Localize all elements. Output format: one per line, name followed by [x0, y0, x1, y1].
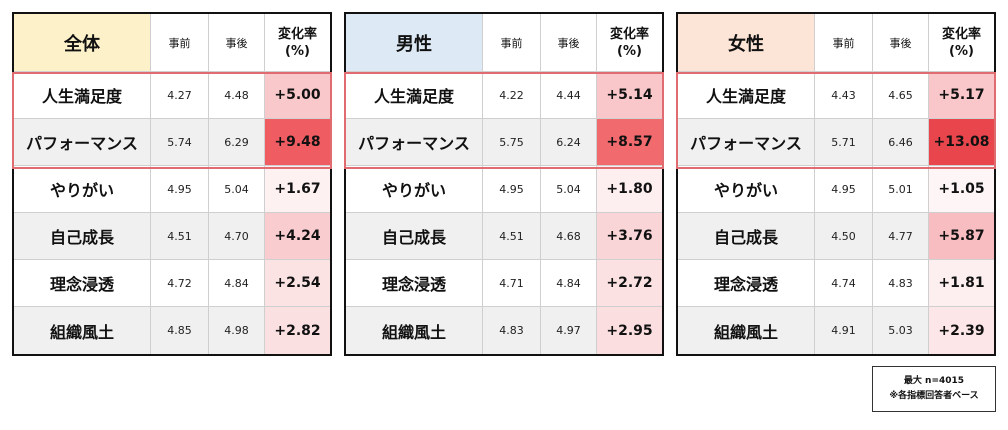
post-value: 4.77	[873, 213, 929, 260]
pre-value: 4.95	[483, 166, 541, 213]
post-value: 4.97	[541, 307, 597, 354]
pre-value: 4.50	[815, 213, 873, 260]
row-label: 人生満足度	[346, 72, 483, 119]
post-value: 4.44	[541, 72, 597, 119]
post-value: 5.04	[209, 166, 265, 213]
sample-size-label: 最大 n=4015	[903, 376, 965, 386]
rate-header-text: (%)	[949, 43, 974, 59]
rate-value: +9.48	[265, 119, 330, 166]
row-label: パフォーマンス	[346, 119, 483, 166]
post-value: 5.04	[541, 166, 597, 213]
post-header: 事後	[209, 14, 265, 72]
post-value: 4.68	[541, 213, 597, 260]
row-label: 理念浸透	[678, 260, 815, 307]
pre-value: 4.71	[483, 260, 541, 307]
pre-value: 5.75	[483, 119, 541, 166]
rate-value: +5.14	[597, 72, 662, 119]
pre-value: 5.74	[151, 119, 209, 166]
rate-value: +5.17	[929, 72, 994, 119]
pre-value: 4.91	[815, 307, 873, 354]
rate-header-text: 変化率	[941, 26, 981, 42]
rate-value: +2.39	[929, 307, 994, 354]
rate-value: +3.76	[597, 213, 662, 260]
post-value: 4.70	[209, 213, 265, 260]
pre-value: 4.74	[815, 260, 873, 307]
row-label: 自己成長	[14, 213, 151, 260]
pre-value: 4.83	[483, 307, 541, 354]
row-label: やりがい	[346, 166, 483, 213]
pre-value: 4.51	[483, 213, 541, 260]
table-overall: 全体 事前 事後 変化率 (%) 人生満足度 4.27 4.48 +5.00 パフォーマンス 5.7…	[12, 12, 332, 356]
table-male: 男性 事前 事後 変化率 (%) 人生満足度 4.22 4.44 +5.14 パフォーマンス 5.7…	[344, 12, 664, 356]
post-value: 4.84	[209, 260, 265, 307]
row-label: 組織風土	[678, 307, 815, 354]
pre-value: 4.95	[151, 166, 209, 213]
rate-value: +2.72	[597, 260, 662, 307]
pre-header: 事前	[483, 14, 541, 72]
rate-value: +1.05	[929, 166, 994, 213]
base-note-label: ※各指標回答者ベース	[889, 391, 979, 401]
post-value: 4.48	[209, 72, 265, 119]
pre-value: 4.22	[483, 72, 541, 119]
row-label: やりがい	[14, 166, 151, 213]
row-label: 自己成長	[678, 213, 815, 260]
rate-value: +1.81	[929, 260, 994, 307]
sample-note: 最大 n=4015 ※各指標回答者ベース	[872, 366, 996, 412]
post-value: 4.84	[541, 260, 597, 307]
post-value: 5.03	[873, 307, 929, 354]
rate-header: 変化率 (%)	[597, 14, 662, 72]
rate-value: +13.08	[929, 119, 994, 166]
rate-value: +2.54	[265, 260, 330, 307]
pre-value: 4.27	[151, 72, 209, 119]
pre-value: 4.95	[815, 166, 873, 213]
rate-value: +8.57	[597, 119, 662, 166]
post-value: 5.01	[873, 166, 929, 213]
pre-value: 4.51	[151, 213, 209, 260]
row-label: 組織風土	[14, 307, 151, 354]
pre-value: 4.72	[151, 260, 209, 307]
rate-value: +5.87	[929, 213, 994, 260]
post-value: 6.46	[873, 119, 929, 166]
row-label: 人生満足度	[678, 72, 815, 119]
rate-header-text: (%)	[285, 43, 310, 59]
rate-header-text: 変化率	[277, 26, 317, 42]
row-label: パフォーマンス	[14, 119, 151, 166]
row-label: 人生満足度	[14, 72, 151, 119]
row-label: 理念浸透	[14, 260, 151, 307]
pre-header: 事前	[151, 14, 209, 72]
rate-value: +4.24	[265, 213, 330, 260]
post-value: 4.83	[873, 260, 929, 307]
table-female: 女性 事前 事後 変化率 (%) 人生満足度 4.43 4.65 +5.17 パフォーマンス 5.7…	[676, 12, 996, 356]
row-label: 理念浸透	[346, 260, 483, 307]
row-label: パフォーマンス	[678, 119, 815, 166]
rate-value: +2.95	[597, 307, 662, 354]
rate-header: 変化率 (%)	[265, 14, 330, 72]
rate-value: +1.67	[265, 166, 330, 213]
post-value: 4.98	[209, 307, 265, 354]
rate-value: +5.00	[265, 72, 330, 119]
table-title: 全体	[14, 14, 151, 72]
pre-value: 5.71	[815, 119, 873, 166]
rate-value: +2.82	[265, 307, 330, 354]
post-header: 事後	[873, 14, 929, 72]
pre-value: 4.43	[815, 72, 873, 119]
pre-header: 事前	[815, 14, 873, 72]
post-value: 6.29	[209, 119, 265, 166]
table-title: 男性	[346, 14, 483, 72]
row-label: 組織風土	[346, 307, 483, 354]
post-value: 6.24	[541, 119, 597, 166]
rate-header: 変化率 (%)	[929, 14, 994, 72]
row-label: 自己成長	[346, 213, 483, 260]
rate-header-text: 変化率	[609, 26, 649, 42]
pre-value: 4.85	[151, 307, 209, 354]
rate-header-text: (%)	[617, 43, 642, 59]
row-label: やりがい	[678, 166, 815, 213]
post-value: 4.65	[873, 72, 929, 119]
rate-value: +1.80	[597, 166, 662, 213]
post-header: 事後	[541, 14, 597, 72]
table-title: 女性	[678, 14, 815, 72]
